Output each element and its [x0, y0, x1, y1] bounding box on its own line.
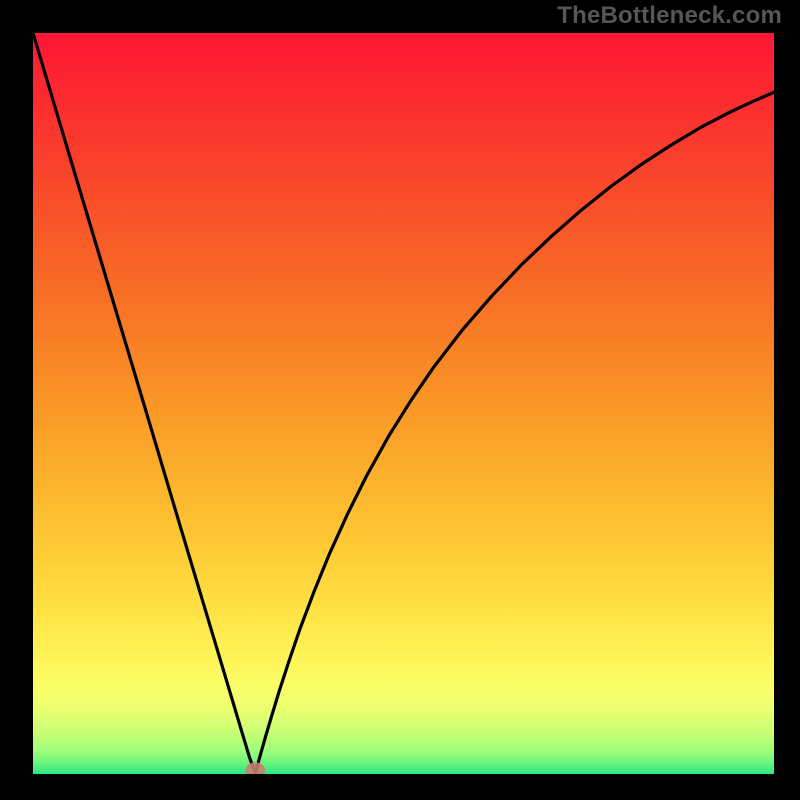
plot-svg [33, 33, 774, 774]
chart-frame: TheBottleneck.com [0, 0, 800, 800]
plot-area [33, 33, 774, 774]
watermark-text: TheBottleneck.com [557, 2, 782, 30]
